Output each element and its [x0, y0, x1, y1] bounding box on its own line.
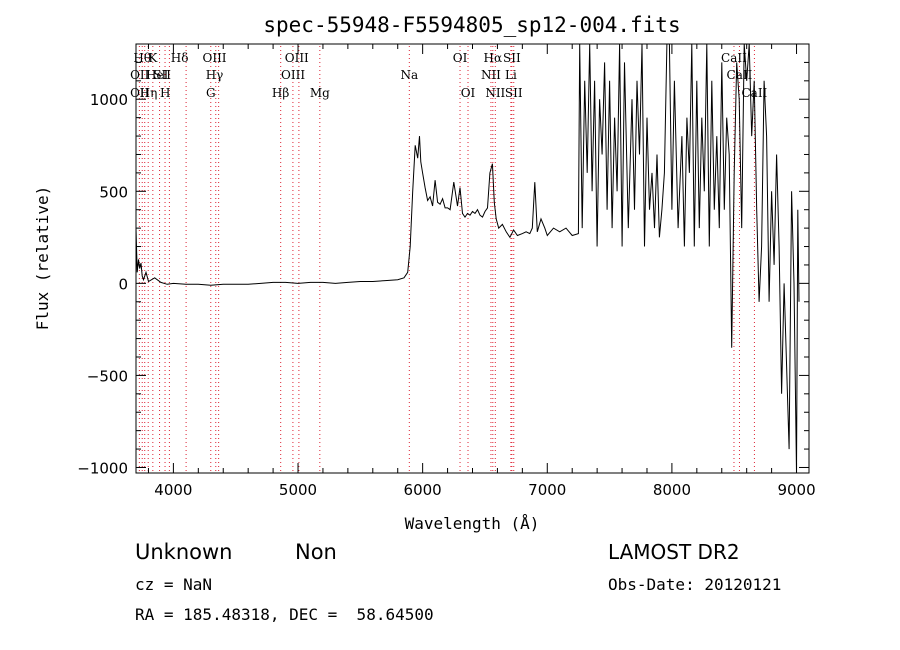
- y-axis-label: Flux (relative): [33, 186, 52, 331]
- line-label: HeI: [146, 68, 169, 82]
- spectral-line-labels: Hθ OII OII K HeI Hη SII H Hδ OIII Hγ G Hβ OIII OIII Mg N…: [130, 51, 767, 100]
- y-tick-label: 0: [118, 275, 128, 293]
- line-label: OIII: [281, 68, 305, 82]
- coordinates-label: RA = 185.48318, DEC = 58.64500: [135, 605, 434, 624]
- x-tick-label: 6000: [404, 481, 442, 499]
- x-axis-label: Wavelength (Å): [405, 514, 540, 533]
- line-label: NII: [485, 86, 505, 100]
- line-label: OII: [130, 68, 150, 82]
- axis-ticks: 4000 5000 6000 7000 8000 9000 −1000 −500 0 500 100…: [77, 44, 816, 499]
- line-label: Mg: [310, 86, 330, 100]
- line-label: G: [206, 86, 216, 100]
- survey-label: LAMOST DR2: [608, 540, 740, 564]
- line-label: Li: [505, 68, 517, 82]
- y-tick-label: −1000: [77, 459, 128, 477]
- line-label: CaII: [727, 68, 753, 82]
- x-tick-label: 8000: [653, 481, 691, 499]
- y-tick-label: 1000: [90, 91, 128, 109]
- subclass-label: Non: [295, 540, 337, 564]
- chart-title: spec-55948-F5594805_sp12-004.fits: [263, 13, 680, 37]
- obs-date-label: Obs-Date: 20120121: [608, 575, 782, 594]
- line-label: H: [160, 86, 170, 100]
- line-label: Hβ: [272, 86, 289, 100]
- line-label: OI: [461, 86, 476, 100]
- line-label: SII: [153, 68, 171, 82]
- x-tick-label: 4000: [154, 481, 192, 499]
- x-tick-label: 5000: [279, 481, 317, 499]
- classification-label: Unknown: [135, 540, 233, 564]
- y-tick-label: −500: [87, 367, 128, 385]
- y-tick-label: 500: [99, 183, 128, 201]
- redshift-label: cz = NaN: [135, 575, 213, 594]
- line-label: K: [148, 51, 158, 65]
- line-label: Na: [400, 68, 418, 82]
- line-label: Hθ: [133, 51, 151, 65]
- x-tick-label: 9000: [777, 481, 815, 499]
- spectrum-line: [135, 43, 800, 474]
- line-label: CaII: [721, 51, 747, 65]
- line-label: OIII: [285, 51, 309, 65]
- line-label: Hδ: [171, 51, 189, 65]
- line-label: OII: [130, 86, 150, 100]
- line-label: Hη: [140, 86, 158, 100]
- line-label: Hγ: [206, 68, 224, 82]
- line-label: NII: [481, 68, 501, 82]
- line-label: SII: [503, 51, 521, 65]
- x-tick-label: 7000: [528, 481, 566, 499]
- line-label: Hα: [484, 51, 503, 65]
- line-label: OIII: [202, 51, 226, 65]
- line-label: OI: [453, 51, 468, 65]
- spectral-line-markers: [138, 46, 755, 471]
- line-label: SII: [505, 86, 523, 100]
